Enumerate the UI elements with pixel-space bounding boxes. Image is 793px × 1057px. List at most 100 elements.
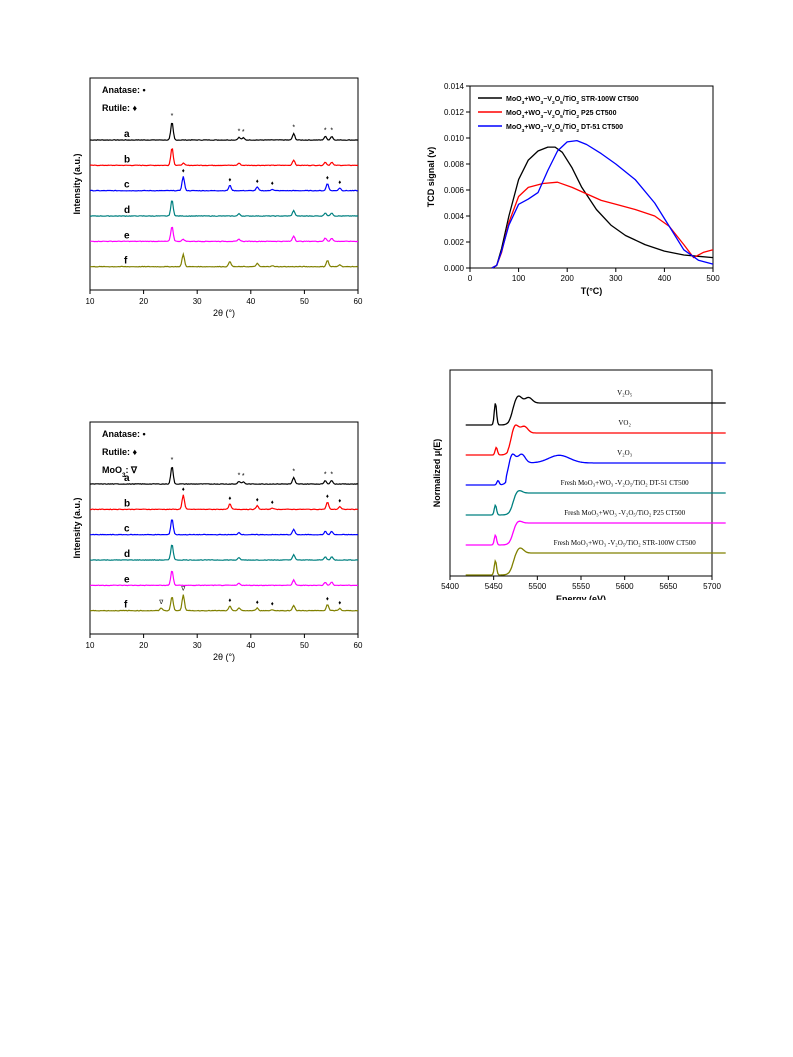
series-line-e	[90, 226, 359, 243]
series-line-d	[89, 544, 359, 561]
x-tick-label: 10	[86, 297, 95, 306]
x-axis-title: 2θ (°)	[213, 652, 235, 662]
x-axis-title: Energy (eV)	[556, 594, 606, 600]
peak-marker: ♦	[182, 168, 185, 174]
peak-marker: ♦	[326, 175, 329, 181]
peak-marker: ♦	[228, 598, 231, 604]
peak-marker: *	[324, 127, 327, 134]
series-line-b	[89, 494, 359, 511]
x-tick-label: 5650	[659, 582, 677, 591]
plot-frame	[469, 85, 714, 269]
xrd-chart-bottom: 10 20 30 40 50 60 2θ (°) Intensity (a.u.) Anatas…	[72, 421, 363, 662]
peak-marker: ♦	[256, 498, 259, 504]
y-tick-label: 0.002	[444, 238, 465, 247]
x-tick-label: 5450	[485, 582, 503, 591]
y-tick-label: 0.006	[444, 186, 465, 195]
series-label: f	[124, 600, 128, 611]
legend-label: MoO3+WO3−V2O5/TiO2 DT-51 CT500	[506, 124, 623, 134]
x-tick-label: 30	[193, 641, 202, 650]
series-line	[465, 547, 726, 576]
series-label: c	[124, 524, 130, 535]
legend-text: MoO3: ∇	[102, 465, 138, 479]
peak-marker: *	[330, 471, 333, 478]
series-label: Fresh MoO₃+WO₃ -V₂O₅/TiO₂ DT-51 CT500	[561, 479, 690, 487]
legend-text: Rutile: ♦	[102, 447, 137, 457]
legend-text: Anatase: •	[102, 85, 146, 95]
peak-marker: ♦	[338, 601, 341, 607]
legend-label: MoO3+WO3−V2O5/TiO2 P25 CT500	[506, 110, 617, 120]
series-line	[491, 139, 714, 269]
legend-label: MoO3+WO3−V2O5/TiO2 STR-100W CT500	[506, 96, 639, 106]
peak-marker: *	[171, 457, 174, 464]
peak-marker: ♦	[256, 600, 259, 606]
x-axis-title: 2θ (°)	[213, 308, 235, 318]
peak-marker: ∇	[158, 599, 164, 606]
series-label: a	[124, 129, 130, 140]
peak-marker: ♦	[256, 179, 259, 185]
series-label: d	[124, 549, 130, 560]
series-label: a	[124, 473, 130, 484]
y-axis-title: Intensity (a.u.)	[72, 153, 82, 214]
series-line	[465, 489, 726, 516]
xanes-chart: 5400 5450 5500 5550 5600 5650 5700 Energy (eV) N…	[432, 369, 726, 600]
series-label: c	[124, 180, 130, 191]
peak-marker: *	[330, 127, 333, 134]
y-tick-label: 0.014	[444, 82, 465, 91]
series-line-f	[89, 251, 359, 268]
series-line-a	[90, 122, 359, 141]
x-tick-label: 20	[139, 297, 148, 306]
series-label: d	[124, 205, 130, 216]
series-line	[491, 181, 714, 269]
xrd-chart-top: 10 20 30 40 50 60 2θ (°) Intensity (a.u.) Anatas…	[72, 77, 363, 318]
x-tick-label: 10	[86, 641, 95, 650]
peak-marker: ♦	[338, 499, 341, 505]
series-line-c	[89, 176, 359, 192]
y-axis-title: Normalized μ(E)	[432, 439, 442, 508]
x-tick-label: 60	[354, 297, 363, 306]
legend-text: Rutile: ♦	[102, 103, 137, 113]
y-tick-label: 0.010	[444, 134, 465, 143]
x-tick-label: 40	[246, 297, 255, 306]
series-line-e	[89, 570, 359, 587]
y-axis-title: TCD signal (v)	[426, 147, 436, 208]
y-tick-label: 0.000	[444, 264, 465, 273]
peak-marker: ♦	[326, 596, 329, 602]
x-tick-label: 100	[512, 274, 526, 283]
peak-marker: *	[171, 113, 174, 120]
plot-frame	[89, 77, 359, 291]
tpd-chart: 0 100 200 300 400 500 0.000 0.002 0.004 0.006 0.00…	[426, 82, 720, 296]
peak-marker: ∇	[180, 585, 186, 592]
peak-marker: *	[242, 129, 245, 136]
peak-marker: *	[324, 471, 327, 478]
y-axis-title: Intensity (a.u.)	[72, 497, 82, 558]
x-tick-label: 5400	[441, 582, 459, 591]
x-tick-label: 200	[561, 274, 575, 283]
peak-marker: ♦	[271, 500, 274, 506]
series-line-c	[90, 519, 358, 536]
series-line-a	[89, 466, 359, 485]
peak-marker: ♦	[182, 487, 185, 493]
x-tick-label: 20	[139, 641, 148, 650]
series-label: e	[124, 574, 130, 585]
peak-marker: ♦	[271, 602, 274, 608]
x-tick-label: 300	[609, 274, 623, 283]
x-axis-title: T(°C)	[581, 286, 603, 296]
peak-marker: *	[238, 472, 241, 479]
x-tick-label: 0	[468, 274, 473, 283]
series-line	[465, 424, 726, 456]
series-label: b	[124, 154, 130, 165]
series-line-b	[89, 148, 359, 167]
x-tick-label: 60	[354, 641, 363, 650]
peak-marker: *	[238, 128, 241, 135]
series-label: Fresh MoO₃+WO₃ -V₂O₅/TiO₂ STR-100W CT500	[554, 539, 697, 547]
series-line	[465, 453, 726, 486]
x-tick-label: 5700	[703, 582, 721, 591]
x-tick-label: 5500	[528, 582, 546, 591]
y-tick-label: 0.008	[444, 160, 465, 169]
series-line	[465, 520, 726, 546]
series-line	[491, 146, 714, 269]
x-tick-label: 400	[658, 274, 672, 283]
series-line-d	[89, 200, 359, 217]
peak-marker: ♦	[228, 177, 231, 183]
series-label: Fresh MoO₃+WO₃ -V₂O₅/TiO₂ P25 CT500	[564, 509, 685, 517]
